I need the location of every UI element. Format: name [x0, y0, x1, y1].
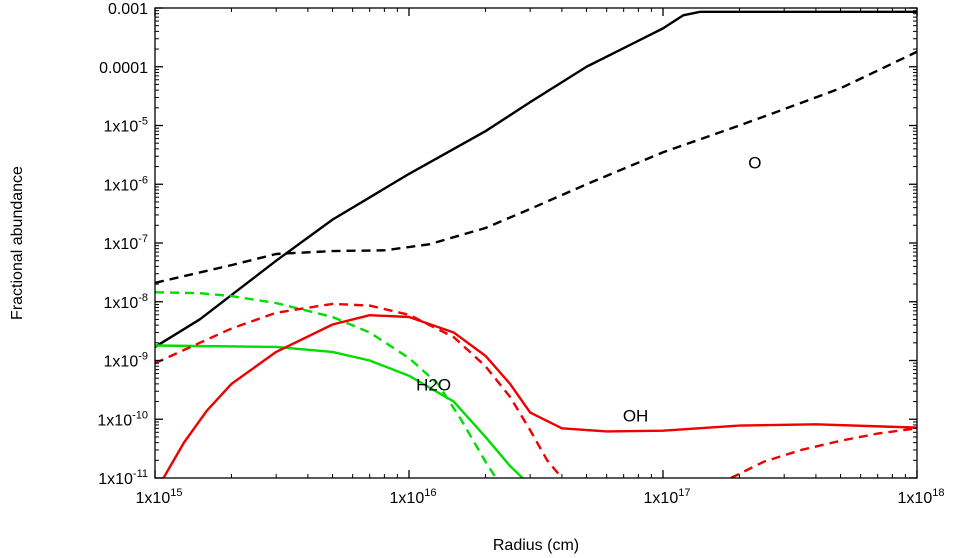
series-line-6 [155, 302, 563, 478]
series-line-5 [162, 314, 917, 478]
tick-label: 1x10-6 [104, 174, 148, 194]
y-axis-title: Fractional abundance [9, 166, 26, 320]
tick-label: 1x10-9 [104, 351, 148, 371]
series-line-7 [730, 427, 917, 478]
tick-label: 1x10-10 [97, 409, 148, 429]
ticks-layer: 1x1015 1x1016 1x1017 1x1018 0.001 0.0001 1x10-… [97, 1, 944, 507]
tick-label: 0.0001 [99, 60, 148, 77]
series-line-2 [155, 50, 917, 284]
series-line-1 [155, 10, 917, 348]
annotation-label: O [748, 154, 761, 173]
annotation-label: OH [623, 406, 649, 425]
tick-label: 0.001 [108, 1, 148, 18]
series-line-4 [155, 291, 497, 478]
annotation-label: H2O [416, 375, 451, 394]
tick-label: 1x10-5 [104, 116, 148, 136]
tick-label: 1x1018 [898, 487, 945, 507]
tick-label: 1x10-11 [98, 468, 148, 488]
x-axis-title: Radius (cm) [493, 537, 579, 554]
annotation-layer: O H2O OH [416, 154, 761, 426]
tick-label: 1x1015 [136, 487, 183, 507]
tick-label: 1x1017 [644, 487, 691, 507]
tick-label: 1x10-8 [104, 292, 148, 312]
series-line-3 [155, 344, 524, 478]
tick-label: 1x10-7 [104, 233, 148, 253]
series-layer [155, 10, 917, 478]
tick-label: 1x1016 [390, 487, 437, 507]
